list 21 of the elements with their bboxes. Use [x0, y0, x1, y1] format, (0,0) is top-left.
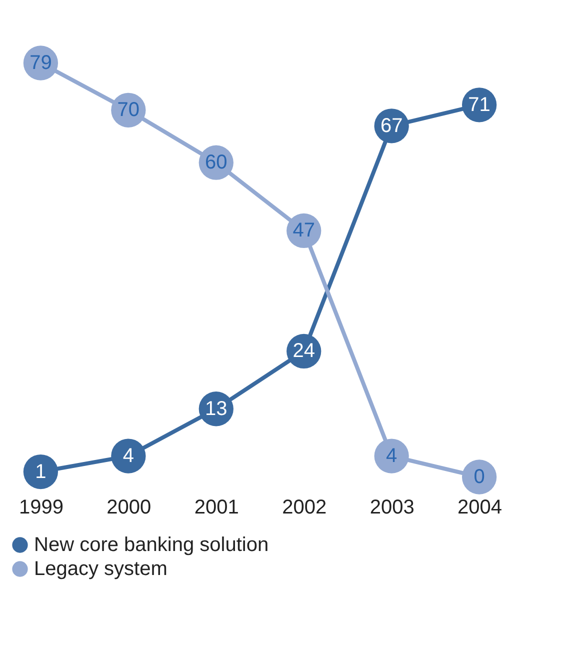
data-label: 1	[35, 460, 46, 483]
data-label: 4	[386, 445, 398, 468]
x-tick-label: 2001	[194, 496, 239, 518]
x-tick-label: 1999	[18, 496, 64, 518]
data-label: 70	[117, 99, 140, 122]
data-label: 13	[205, 398, 228, 420]
x-tick-label: 2004	[458, 496, 502, 518]
x-tick-label: 2003	[370, 496, 414, 518]
point	[23, 454, 58, 490]
data-label: 71	[468, 94, 490, 116]
data-label: 67	[380, 114, 403, 137]
data-label: 24	[292, 340, 315, 362]
data-label: 0	[474, 466, 485, 488]
data-label: 79	[30, 52, 52, 74]
x-tick-label: 2000	[106, 496, 152, 518]
x-tick-label: 2002	[282, 496, 327, 518]
legend-label: Legacy system	[34, 558, 168, 580]
data-label: 47	[292, 220, 315, 242]
data-label: 60	[205, 152, 228, 174]
legend-label: New core banking solution	[34, 534, 269, 556]
data-label: 4	[122, 445, 134, 468]
